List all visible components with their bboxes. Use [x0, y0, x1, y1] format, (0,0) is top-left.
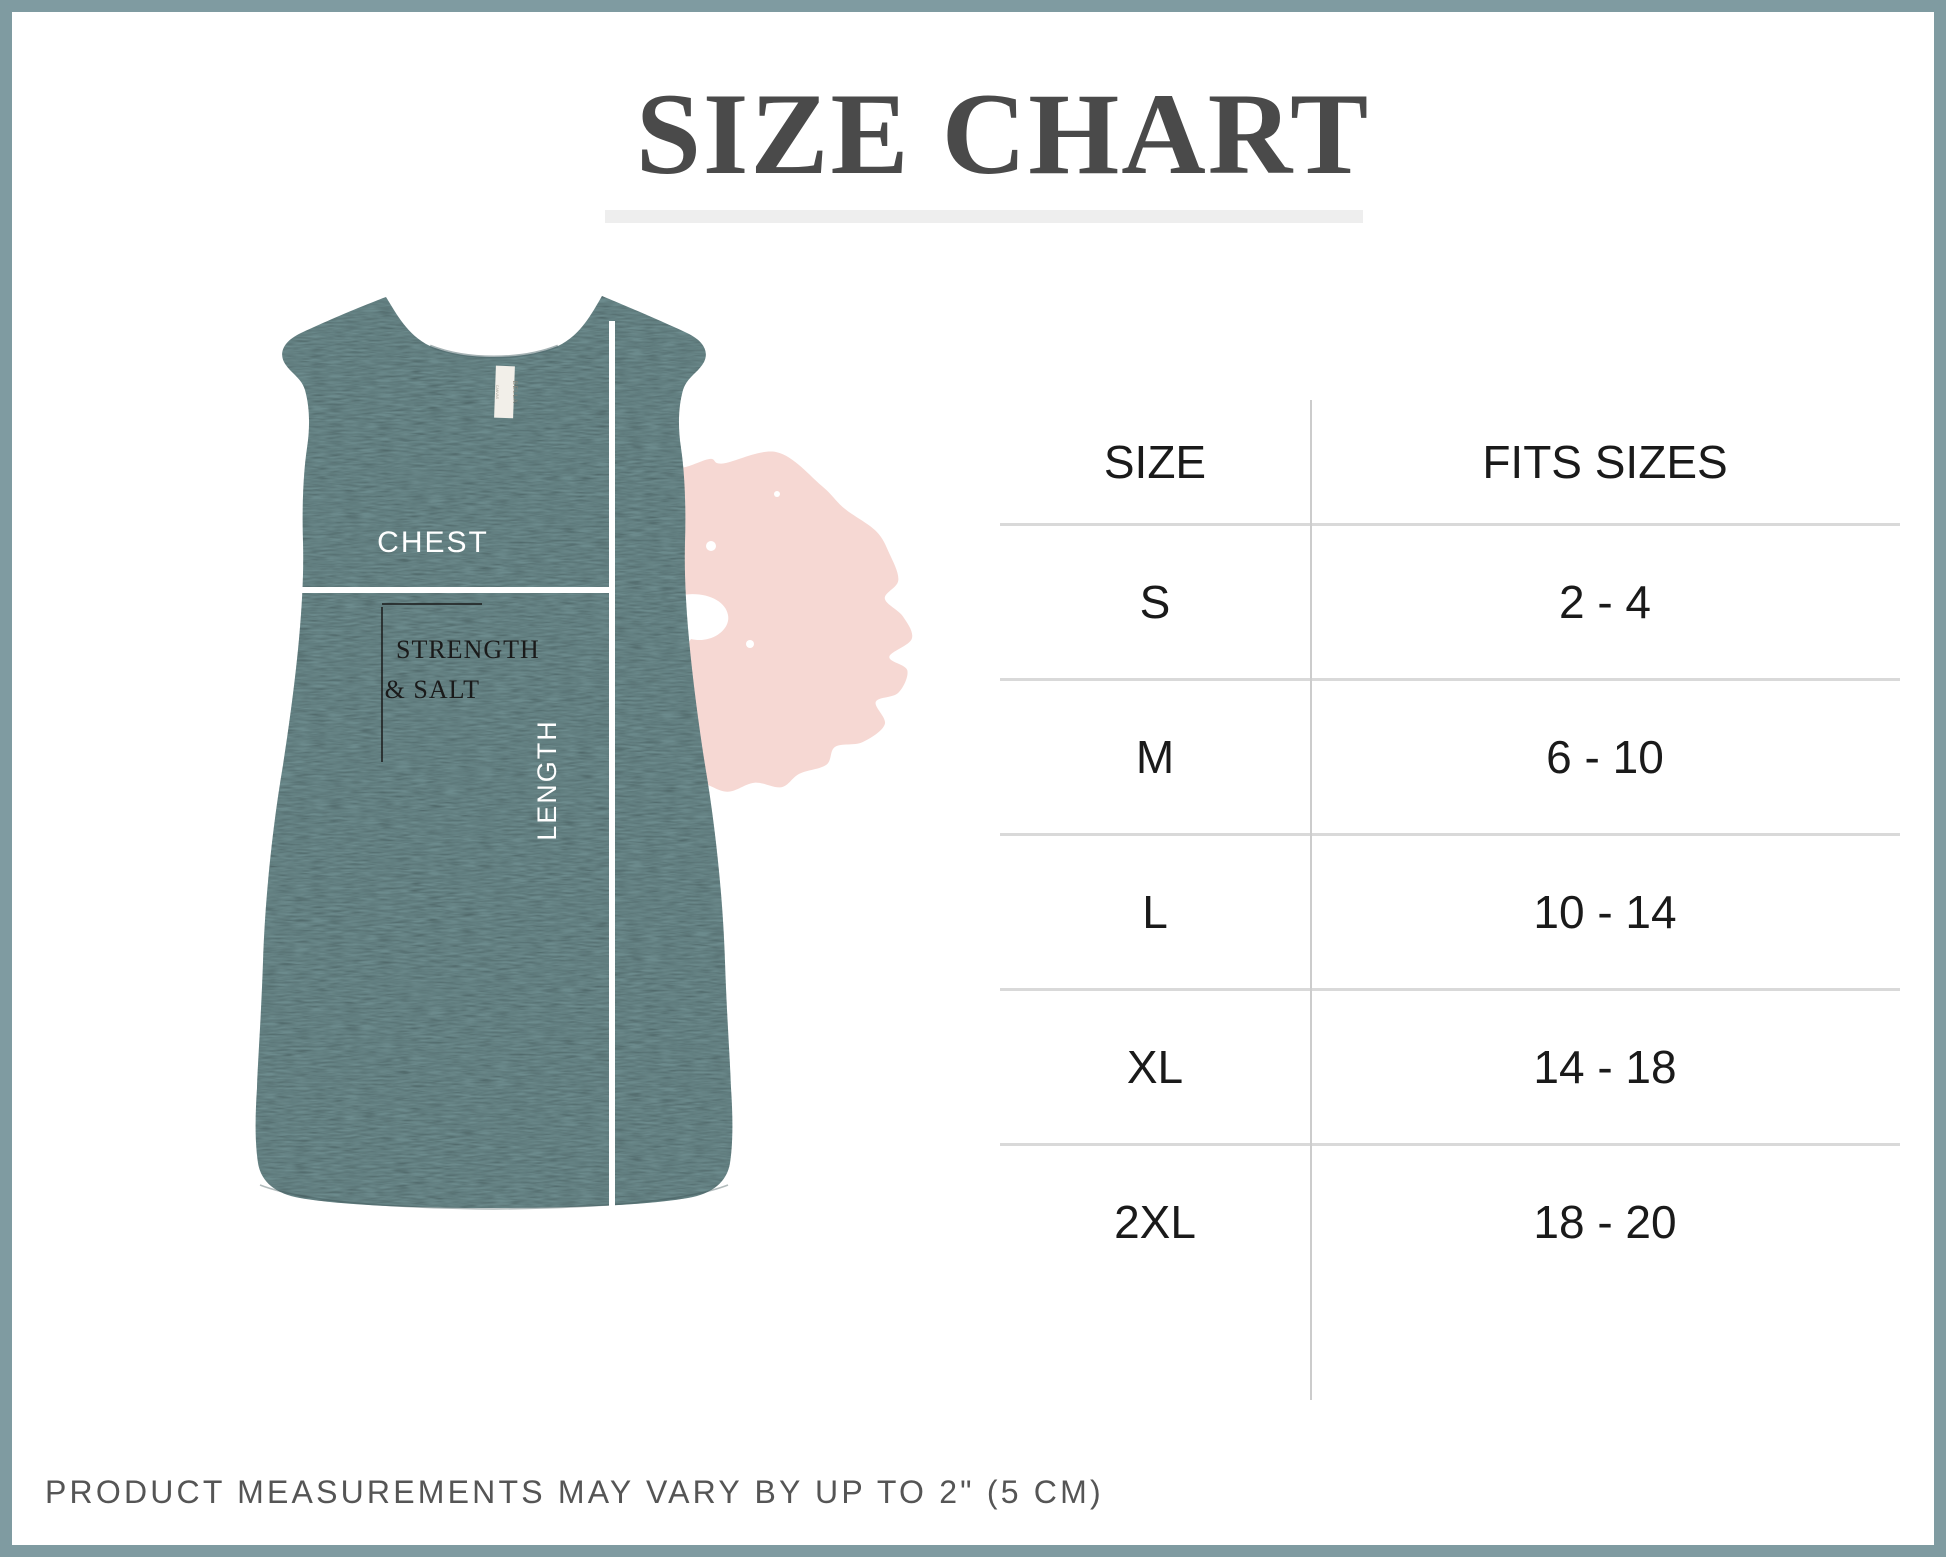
svg-text:CANVAS: CANVAS — [495, 385, 499, 400]
svg-text:CHEST: CHEST — [377, 526, 489, 559]
svg-text:STRENGTH: STRENGTH — [396, 635, 540, 664]
svg-text:& SALT: & SALT — [385, 675, 480, 704]
svg-text:LENGTH: LENGTH — [532, 719, 562, 841]
svg-text:BELLA: BELLA — [511, 381, 518, 404]
